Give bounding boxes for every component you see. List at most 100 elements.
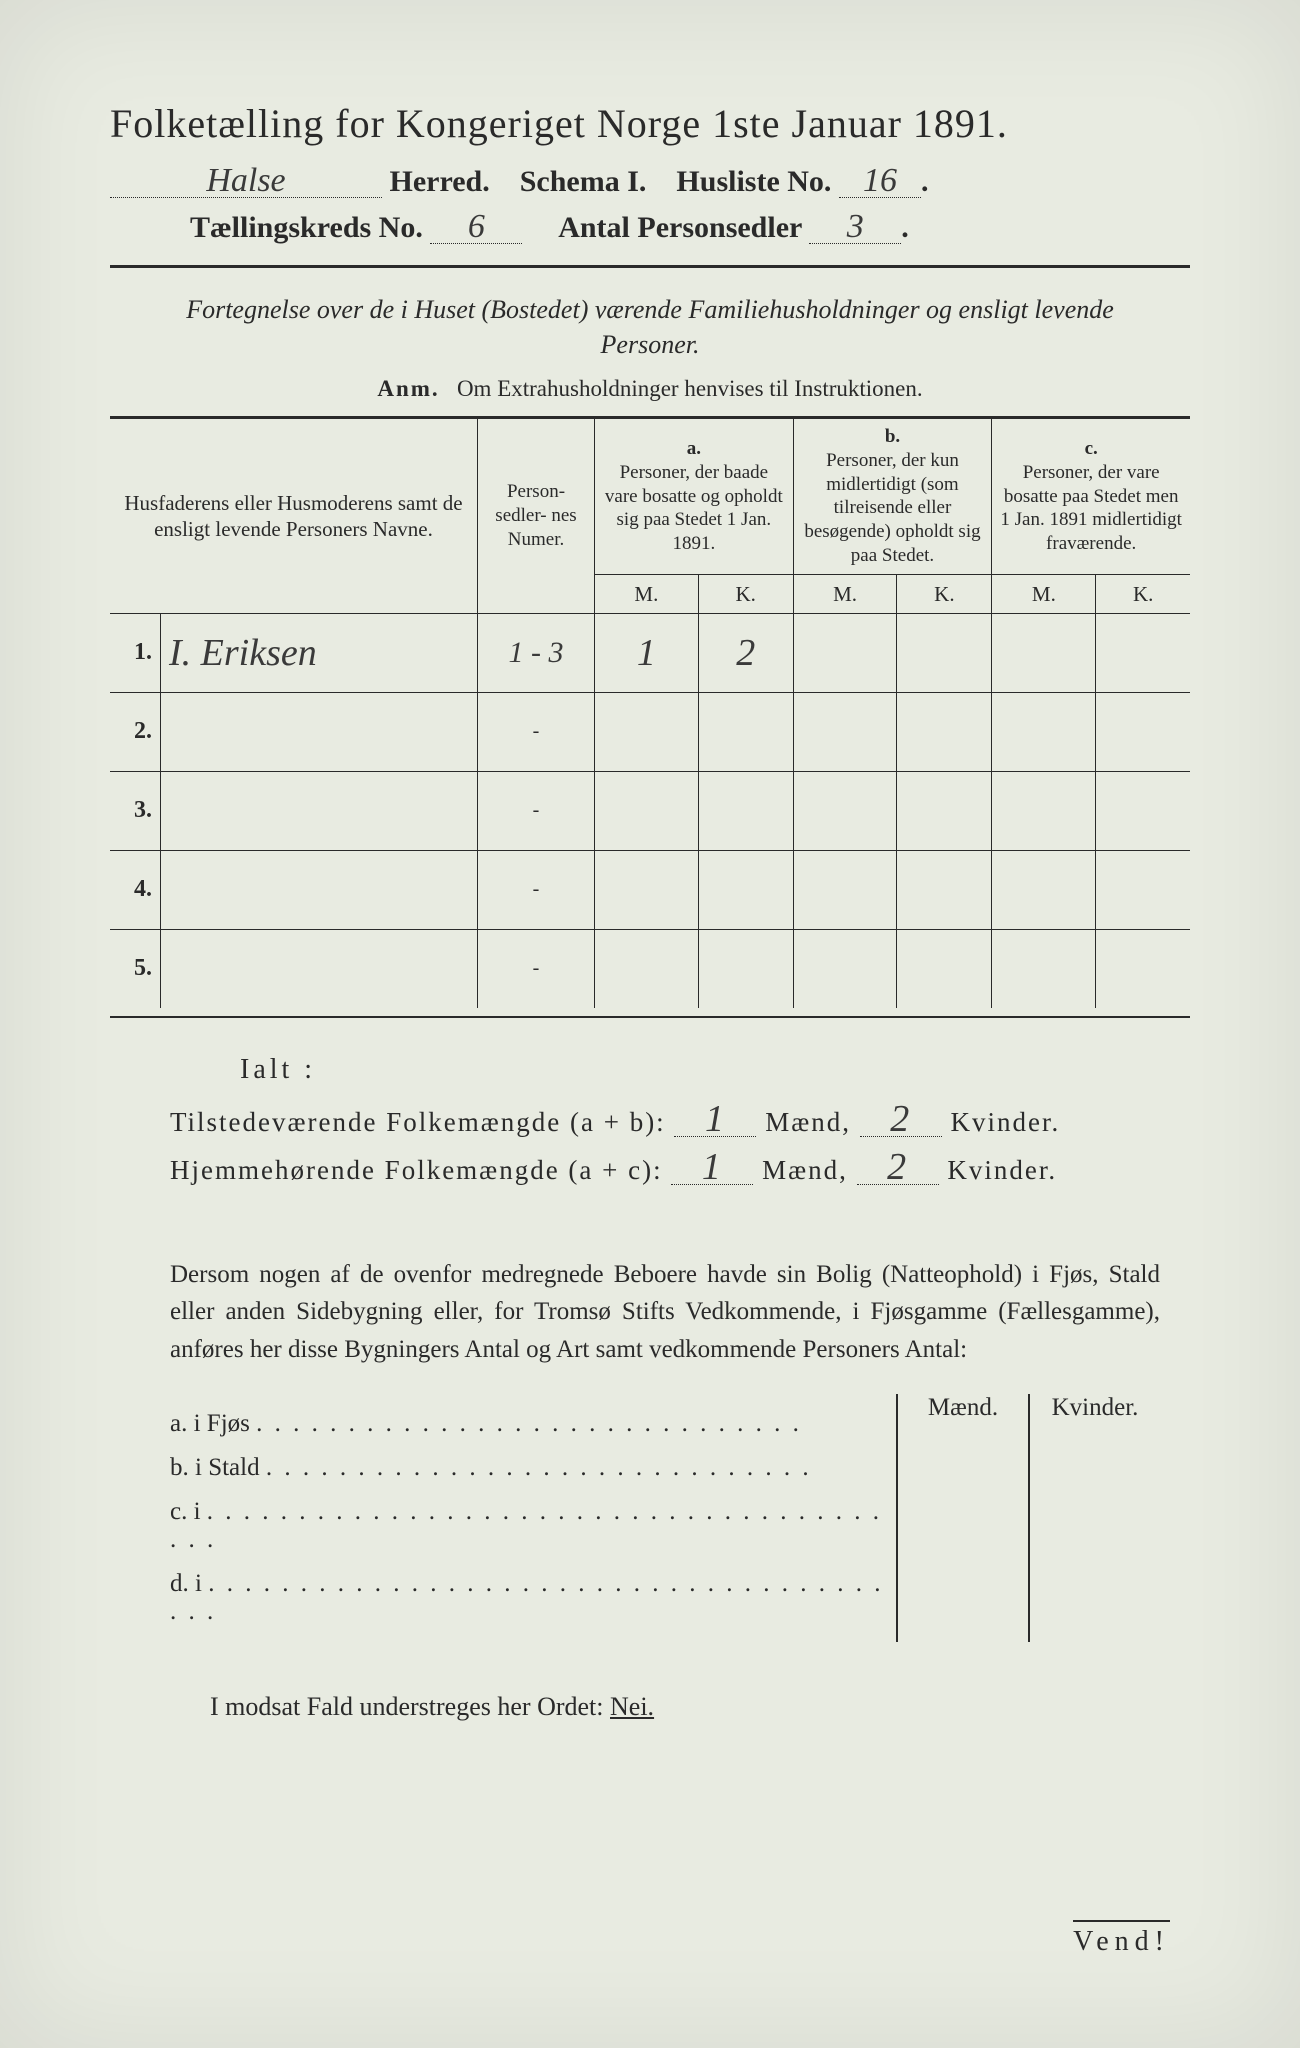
schema-label: Schema I. [520,165,647,198]
census-table: Husfaderens eller Husmoderens samt de en… [110,418,1190,1008]
dots: . . . . . . . . . . . . . . . . . . . . … [256,1410,802,1437]
kvinder-label: Kvinder. [947,1155,1057,1185]
row-name [161,771,478,850]
outbuilding-paragraph: Dersom nogen af de ovenfor medregnede Be… [170,1256,1160,1369]
ialt-label: Ialt : [240,1054,1190,1086]
anm-line: Anm. Om Extrahusholdninger henvises til … [110,376,1190,402]
col-a-k: K. [698,574,793,613]
row-num: 3. [110,771,161,850]
outbuilding-list: a. i Fjøs . . . . . . . . . . . . . . . … [170,1394,896,1642]
col-header-a: a. Personer, der baade vare bosatte og o… [595,419,794,575]
outbuilding-section: a. i Fjøs . . . . . . . . . . . . . . . … [170,1394,1160,1642]
row-name [161,850,478,929]
nei-text: I modsat Fald understreges her Ordet: [210,1692,604,1721]
maend-label: Mænd, [765,1107,851,1137]
row-ps: - [478,929,595,1008]
kreds-value: 6 [430,212,522,244]
divider-table-bottom [110,1016,1190,1018]
row-num: 1. [110,613,161,692]
outbuilding-paragraph-text: Dersom nogen af de ovenfor medregnede Be… [170,1261,1160,1363]
row-num: 4. [110,850,161,929]
dots: . . . . . . . . . . . . . . . . . . . . … [170,1570,883,1625]
col-c-m: M. [992,574,1096,613]
outbuilding-counts: Mænd. Kvinder. [896,1394,1160,1642]
row-ps: - [478,771,595,850]
byg-header-k: Kvinder. [1052,1394,1139,1421]
table-row: 5. - [110,929,1190,1008]
sum2-label: Hjemmehørende Folkemængde (a + c): [170,1155,663,1185]
row-num: 5. [110,929,161,1008]
kvinder-label: Kvinder. [950,1107,1060,1137]
antal-label: Antal Personsedler [558,211,802,244]
census-form-page: Folketælling for Kongeriget Norge 1ste J… [0,0,1300,2048]
byg-b-label: b. i Stald [170,1454,260,1481]
outbuilding-row-c: c. i . . . . . . . . . . . . . . . . . .… [170,1498,896,1554]
row-ck [1096,613,1190,692]
byg-a-label: a. i Fjøs [170,1410,250,1437]
col-header-names-text: Husfaderens eller Husmoderens samt de en… [124,491,462,541]
dots: . . . . . . . . . . . . . . . . . . . . … [266,1454,812,1481]
table-row: 3. - [110,771,1190,850]
col-header-c: c. Personer, der vare bosatte paa Stedet… [992,419,1190,575]
herred-value: Halse [110,166,382,198]
col-a-text: Personer, der baade vare bosatte og opho… [605,462,783,554]
divider-top [110,265,1190,268]
row-am: 1 [637,632,656,674]
table-row: 2. - [110,692,1190,771]
col-header-b: b. Personer, der kun midlertidigt (som t… [793,419,992,575]
col-b-label: b. [885,426,900,447]
header-line-herred: Halse Herred. Schema I. Husliste No. 16. [110,165,1190,199]
antal-value: 3 [809,212,901,244]
col-c-text: Personer, der vare bosatte paa Stedet me… [1000,462,1182,554]
kreds-label: Tællingskreds No. [190,211,423,244]
subtitle-text: Fortegnelse over de i Huset (Bostedet) v… [186,295,1114,359]
table-row: 4. - [110,850,1190,929]
sum2-m: 1 [671,1150,753,1185]
outbuilding-col-m: Mænd. [898,1394,1028,1642]
outbuilding-col-k: Kvinder. [1028,1394,1160,1642]
byg-c-label: c. i [170,1498,201,1525]
sum1-label: Tilstedeværende Folkemængde (a + b): [170,1107,666,1137]
row-ps: - [478,692,595,771]
vend-label: Vend! [1073,1920,1170,1958]
row-name [161,929,478,1008]
col-a-m: M. [595,574,699,613]
page-title: Folketælling for Kongeriget Norge 1ste J… [110,100,1190,147]
sum2-k: 2 [857,1150,939,1185]
sum-line-resident: Hjemmehørende Folkemængde (a + c): 1 Mæn… [170,1150,1190,1186]
col-header-names: Husfaderens eller Husmoderens samt de en… [110,419,478,614]
outbuilding-row-a: a. i Fjøs . . . . . . . . . . . . . . . … [170,1410,896,1438]
husliste-label: Husliste No. [676,165,831,198]
col-header-numer: Person- sedler- nes Numer. [478,419,595,614]
row-ps: 1 - 3 [509,636,564,669]
row-name: I. Eriksen [169,632,317,674]
dots: . . . . . . . . . . . . . . . . . . . . … [170,1498,882,1553]
row-cm [992,613,1096,692]
col-c-k: K. [1096,574,1190,613]
row-bm [793,613,897,692]
nei-word: Nei. [610,1692,654,1721]
outbuilding-row-d: d. i . . . . . . . . . . . . . . . . . .… [170,1570,896,1626]
anm-label: Anm. [377,376,439,401]
col-b-m: M. [793,574,897,613]
sum1-m: 1 [674,1102,756,1137]
byg-header-m: Mænd. [928,1394,998,1421]
row-ps: - [478,850,595,929]
row-num: 2. [110,692,161,771]
husliste-value: 16 [839,166,921,198]
col-c-label: c. [1085,438,1098,459]
sum-line-present: Tilstedeværende Folkemængde (a + b): 1 M… [170,1102,1190,1138]
table-row: 1. I. Eriksen 1 - 3 1 2 [110,613,1190,692]
subtitle: Fortegnelse over de i Huset (Bostedet) v… [170,292,1130,362]
herred-label: Herred. [390,165,490,198]
outbuilding-row-b: b. i Stald . . . . . . . . . . . . . . .… [170,1454,896,1482]
header-line-kreds: Tællingskreds No. 6 Antal Personsedler 3… [190,211,1190,245]
row-bk [897,613,992,692]
byg-d-label: d. i [170,1570,202,1597]
row-name [161,692,478,771]
anm-text: Om Extrahusholdninger henvises til Instr… [457,376,923,401]
maend-label: Mænd, [762,1155,848,1185]
col-b-k: K. [897,574,992,613]
nei-line: I modsat Fald understreges her Ordet: Ne… [210,1692,1190,1722]
col-b-text: Personer, der kun midlertidigt (som tilr… [804,450,980,566]
